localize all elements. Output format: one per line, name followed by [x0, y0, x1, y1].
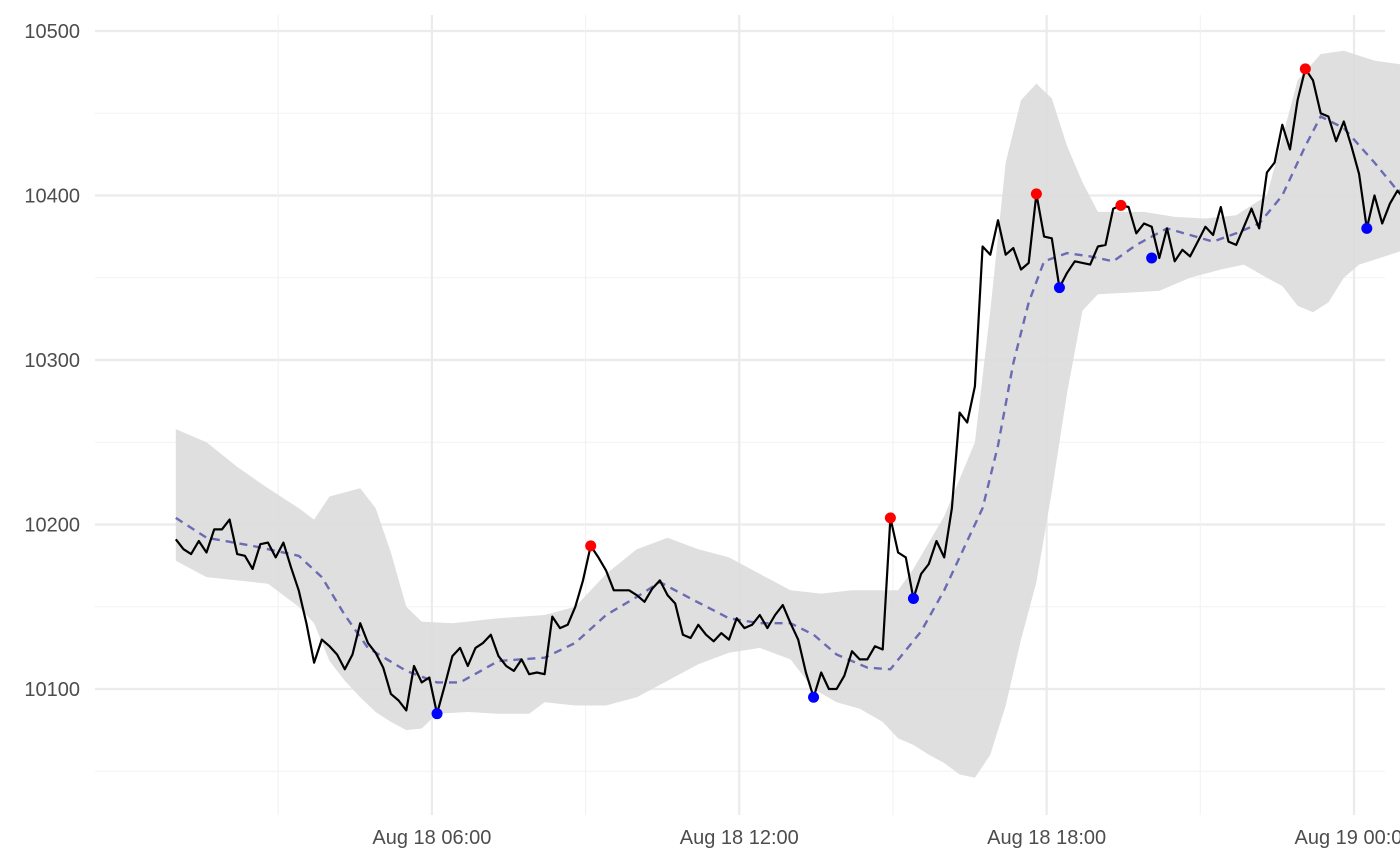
- x-tick-label: Aug 19 00:00: [1295, 827, 1400, 849]
- trough-point: [1361, 222, 1373, 234]
- gridlines: [95, 15, 1385, 815]
- trough-point: [808, 691, 820, 703]
- peak-point: [1115, 199, 1127, 211]
- moving-average-line: [175, 114, 1400, 684]
- trough-point: [1053, 282, 1065, 294]
- x-axis-tick-labels: Aug 18 06:00 Aug 18 12:00 Aug 18 18:00 Aug …: [372, 827, 1400, 849]
- trough-point: [1146, 252, 1158, 264]
- y-tick-label: 10300: [24, 350, 80, 372]
- price-line: [174, 67, 1400, 715]
- y-tick-label: 10400: [24, 186, 80, 208]
- x-tick-label: Aug 18 12:00: [680, 827, 799, 849]
- y-tick-label: 10500: [24, 21, 80, 43]
- peak-point: [884, 512, 896, 524]
- trough-point: [431, 708, 443, 720]
- peak-point: [585, 540, 597, 552]
- confidence-band: [175, 50, 1400, 778]
- extrema-markers: [431, 63, 1373, 720]
- trough-point: [907, 593, 919, 605]
- x-tick-label: Aug 18 06:00: [372, 827, 491, 849]
- x-tick-label: Aug 18 18:00: [987, 827, 1106, 849]
- peak-point: [1299, 63, 1311, 75]
- y-tick-label: 10200: [24, 515, 80, 537]
- y-axis-tick-labels: 10100 10200 10300 10400 10500: [24, 21, 80, 701]
- peak-point: [1030, 188, 1042, 200]
- y-tick-label: 10100: [24, 679, 80, 701]
